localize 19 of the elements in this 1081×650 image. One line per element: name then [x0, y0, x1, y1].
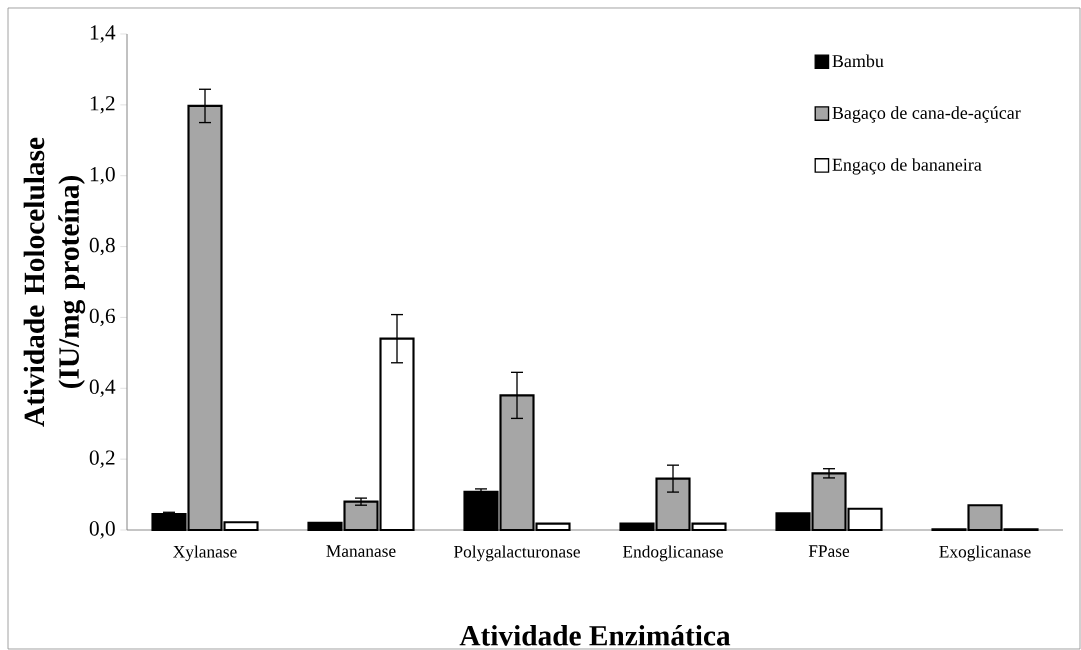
x-tick-label: Xylanase [173, 545, 237, 562]
y-tick-label: 1,0 [90, 166, 115, 185]
x-axis-title: Atividade Enzimática [459, 624, 731, 646]
legend-label: Bambu [832, 54, 884, 68]
y-tick-label: 0,8 [89, 237, 115, 256]
y-axis-title: Atividade Holocelulase (IU/mg proteína) [23, 137, 86, 427]
y-tick-label: 0,4 [89, 379, 116, 397]
y-tick-label: 0,0 [89, 521, 115, 539]
y-tick-label: 0,2 [89, 450, 115, 468]
y-tick-label: 1,4 [90, 25, 116, 43]
legend-label: Engaço de bananeira [832, 158, 982, 175]
legend-label: Bagaço de cana-de-açúcar [832, 106, 1021, 123]
x-tick-label: Polygalacturonase [453, 545, 580, 562]
y-tick-label: 0,6 [89, 308, 115, 327]
x-tick-label: FPase [808, 545, 850, 557]
y-tick-label: 1,2 [90, 96, 115, 114]
x-tick-label: Mananase [326, 545, 396, 557]
x-tick-label: Endoglicanase [622, 545, 723, 562]
x-tick-label: Exoglicanase [939, 545, 1031, 562]
